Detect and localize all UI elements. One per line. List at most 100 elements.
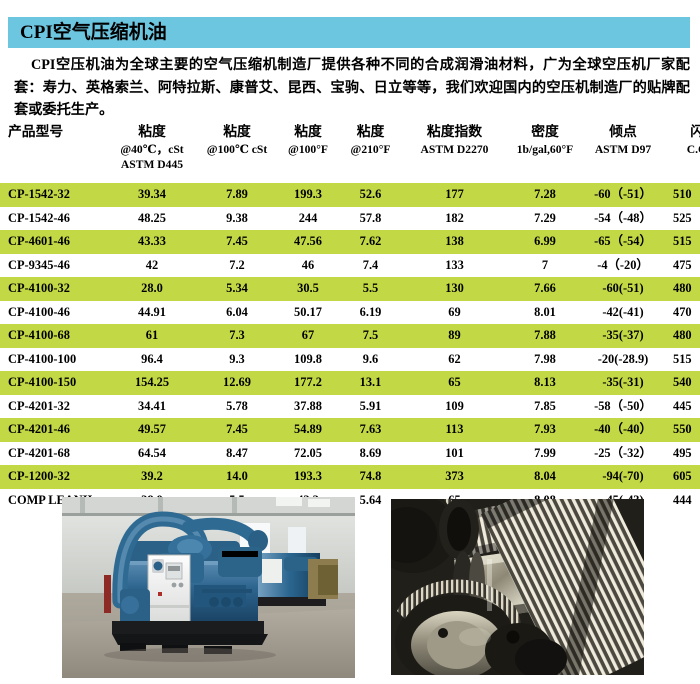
cell-viscosity-index: 133 [402, 253, 507, 277]
cell-flash-point: 525（274） [663, 206, 700, 230]
column-header-pour-point: 倾点 ASTM D97 [583, 124, 663, 183]
header-sub-text: C.O.C. [686, 142, 700, 156]
cell-model: CP-4201-46 [0, 418, 107, 442]
cell-flash-point: 444（229） [663, 488, 700, 512]
column-header-viscosity-100c: 粘度 @100℃ cSt [197, 124, 277, 183]
cell-viscosity-210f: 7.63 [339, 418, 402, 442]
column-header-flash-point: 闪点 C.O.C. [663, 124, 700, 183]
cell-density: 7 [507, 253, 583, 277]
cell-pour-point: -20(-28.9) [583, 347, 663, 371]
cell-viscosity-100c: 9.3 [197, 347, 277, 371]
cell-density: 7.29 [507, 206, 583, 230]
cell-viscosity-100f: 46 [277, 253, 339, 277]
cell-viscosity-210f: 7.4 [339, 253, 402, 277]
cell-pour-point: -35(-37) [583, 324, 663, 348]
table-row: CP-4100-32 28.0 5.34 30.5 5.5 130 7.66 -60(-51)… [0, 277, 700, 301]
cell-density: 7.28 [507, 183, 583, 207]
cell-density: 8.13 [507, 371, 583, 395]
cell-model: CP-1200-32 [0, 465, 107, 489]
cell-pour-point: -60（-51） [583, 183, 663, 207]
cell-flash-point: 495（257） [663, 441, 700, 465]
header-sub-text: @100°F [288, 142, 328, 156]
cell-density: 7.66 [507, 277, 583, 301]
cell-density: 7.99 [507, 441, 583, 465]
cell-viscosity-40c: 64.54 [107, 441, 197, 465]
cell-flash-point: 445（229） [663, 394, 700, 418]
cell-viscosity-210f: 9.6 [339, 347, 402, 371]
cell-viscosity-100f: 199.3 [277, 183, 339, 207]
table-row: CP-4601-46 43.33 7.45 47.56 7.62 138 6.99 -65（-… [0, 230, 700, 254]
cell-flash-point: 515（268） [663, 347, 700, 371]
cell-density: 7.88 [507, 324, 583, 348]
cell-flash-point: 510（266） [663, 183, 700, 207]
header-sub-text: ASTM D97 [594, 142, 652, 156]
cell-flash-point: 540（282） [663, 371, 700, 395]
cell-viscosity-210f: 52.6 [339, 183, 402, 207]
cell-flash-point: 480（249） [663, 277, 700, 301]
cell-viscosity-100c: 6.04 [197, 300, 277, 324]
title-banner [8, 17, 690, 48]
header-main-text: 闪点 [690, 124, 700, 139]
cell-pour-point: -65（-54） [583, 230, 663, 254]
cell-viscosity-index: 109 [402, 394, 507, 418]
cell-viscosity-40c: 39.2 [107, 465, 197, 489]
cell-viscosity-40c: 44.91 [107, 300, 197, 324]
cell-pour-point: -40（-40） [583, 418, 663, 442]
table-row: CP-4201-68 64.54 8.47 72.05 8.69 101 7.99 -25（-… [0, 441, 700, 465]
cell-model: CP-4100-150 [0, 371, 107, 395]
table-row: CP-4100-150 154.25 12.69 177.2 13.1 65 8.13 -35… [0, 371, 700, 395]
spec-table: 产品型号 粘度 @40℃，cSt ASTM D445 粘度 @100℃ cSt … [0, 124, 700, 512]
header-sub-text: @40℃，cSt [120, 142, 184, 156]
cell-flash-point: 605（318） [663, 465, 700, 489]
cell-viscosity-index: 182 [402, 206, 507, 230]
spec-table-body: CP-1542-32 39.34 7.89 199.3 52.6 177 7.28 -60（-… [0, 183, 700, 512]
header-sub-text: ASTM D2270 [420, 142, 489, 156]
header-main-text: 产品型号 [8, 124, 64, 139]
cell-pour-point: -94(-70) [583, 465, 663, 489]
cell-pour-point: -25（-32） [583, 441, 663, 465]
cell-density: 7.85 [507, 394, 583, 418]
cell-viscosity-index: 138 [402, 230, 507, 254]
cell-viscosity-210f: 5.5 [339, 277, 402, 301]
cell-pour-point: -42(-41) [583, 300, 663, 324]
gears-closeup-photo [391, 499, 644, 675]
cell-viscosity-210f: 7.5 [339, 324, 402, 348]
cell-viscosity-210f: 6.19 [339, 300, 402, 324]
spec-table-container: 产品型号 粘度 @40℃，cSt ASTM D445 粘度 @100℃ cSt … [0, 124, 700, 512]
table-row: CP-1200-32 39.2 14.0 193.3 74.8 373 8.04 -94(-7… [0, 465, 700, 489]
cell-viscosity-100f: 30.5 [277, 277, 339, 301]
cell-viscosity-40c: 61 [107, 324, 197, 348]
cell-model: CP-9345-46 [0, 253, 107, 277]
cell-viscosity-40c: 96.4 [107, 347, 197, 371]
header-main-text: 粘度 [356, 124, 385, 139]
cell-density: 6.99 [507, 230, 583, 254]
cell-pour-point: -35(-31) [583, 371, 663, 395]
cell-viscosity-40c: 34.41 [107, 394, 197, 418]
cell-pour-point: -4（-20） [583, 253, 663, 277]
cell-viscosity-40c: 48.25 [107, 206, 197, 230]
column-header-viscosity-index: 粘度指数 ASTM D2270 [402, 124, 507, 183]
cell-viscosity-40c: 154.25 [107, 371, 197, 395]
header-main-text: 粘度 [138, 124, 166, 139]
cell-density: 8.01 [507, 300, 583, 324]
cell-viscosity-index: 65 [402, 371, 507, 395]
column-header-viscosity-210f: 粘度 @210°F [339, 124, 402, 183]
page-title: CPI空气压缩机油 [20, 22, 167, 43]
cell-model: CP-1542-46 [0, 206, 107, 230]
header-sub-text: @210°F [350, 142, 391, 156]
intro-paragraph: CPI空压机油为全球主要的空气压缩机制造厂提供各种不同的合成润滑油材料，广为全球… [14, 57, 690, 118]
cell-viscosity-100c: 5.78 [197, 394, 277, 418]
header-row: 产品型号 粘度 @40℃，cSt ASTM D445 粘度 @100℃ cSt … [0, 124, 700, 183]
cell-viscosity-40c: 49.57 [107, 418, 197, 442]
cell-viscosity-210f: 74.8 [339, 465, 402, 489]
cell-density: 7.98 [507, 347, 583, 371]
cell-viscosity-40c: 42 [107, 253, 197, 277]
air-compressor-unit-photo [62, 497, 355, 678]
cell-model: CP-4100-46 [0, 300, 107, 324]
column-header-viscosity-40c: 粘度 @40℃，cSt ASTM D445 [107, 124, 197, 183]
cell-pour-point: -54（-48） [583, 206, 663, 230]
cell-viscosity-index: 113 [402, 418, 507, 442]
cell-viscosity-210f: 5.91 [339, 394, 402, 418]
header-sub-text: @100℃ cSt [206, 142, 268, 156]
table-row: CP-4100-100 96.4 9.3 109.8 9.6 62 7.98 -20(-28.… [0, 347, 700, 371]
